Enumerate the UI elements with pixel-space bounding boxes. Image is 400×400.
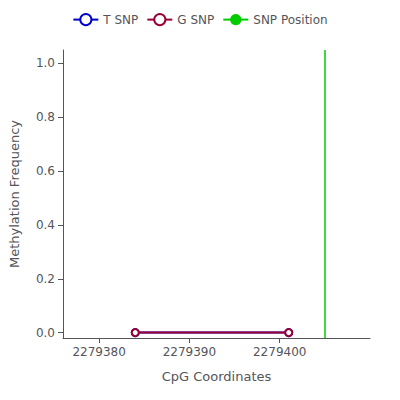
svg-text:2279400: 2279400 [253,345,306,359]
svg-text:2279380: 2279380 [72,345,125,359]
svg-text:Methylation Frequency: Methylation Frequency [7,120,22,268]
svg-text:0.6: 0.6 [36,164,55,178]
svg-text:0.8: 0.8 [36,110,55,124]
svg-text:CpG Coordinates: CpG Coordinates [162,369,272,384]
svg-text:0.4: 0.4 [36,218,55,232]
svg-text:G SNP: G SNP [177,13,214,27]
svg-text:0.0: 0.0 [36,326,55,340]
svg-text:2279390: 2279390 [163,345,216,359]
svg-text:0.2: 0.2 [36,272,55,286]
svg-text:T SNP: T SNP [102,13,138,27]
svg-text:SNP Position: SNP Position [253,13,327,27]
svg-text:1.0: 1.0 [36,56,55,70]
